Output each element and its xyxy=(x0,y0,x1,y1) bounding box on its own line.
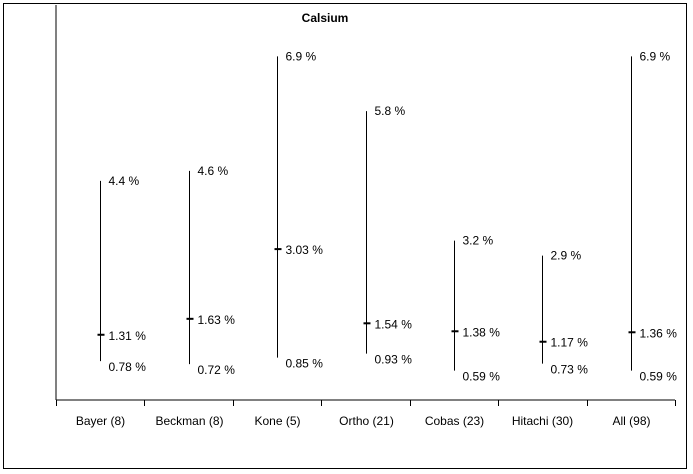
mid-label: 1.54 % xyxy=(375,317,413,331)
min-label: 0.72 % xyxy=(198,363,236,377)
category-labels: Bayer (8) Beckman (8) Kone (5) Ortho (21) Co… xyxy=(76,414,651,428)
mid-label: 1.17 % xyxy=(551,336,589,350)
max-label: 3.2 % xyxy=(463,234,494,248)
mid-label: 1.38 % xyxy=(463,325,501,339)
category-label: All (98) xyxy=(612,414,650,428)
category-label: Hitachi (30) xyxy=(512,414,573,428)
category-label: Cobas (23) xyxy=(425,414,484,428)
category-label: Beckman (8) xyxy=(155,414,223,428)
min-label: 0.85 % xyxy=(286,357,324,371)
min-label: 0.59 % xyxy=(640,370,678,384)
max-label: 4.6 % xyxy=(198,164,229,178)
min-label: 0.93 % xyxy=(375,353,413,367)
min-label: 0.59 % xyxy=(463,370,501,384)
mid-label: 1.31 % xyxy=(109,329,147,343)
max-label: 6.9 % xyxy=(640,49,671,63)
min-label: 0.78 % xyxy=(109,360,147,374)
mid-label: 1.36 % xyxy=(640,326,678,340)
max-label: 5.8 % xyxy=(375,104,406,118)
min-label: 0.73 % xyxy=(551,363,589,377)
category-label: Kone (5) xyxy=(254,414,300,428)
range-bars xyxy=(97,56,636,371)
category-label: Bayer (8) xyxy=(76,414,125,428)
chart-frame xyxy=(3,3,687,469)
max-label: 6.9 % xyxy=(286,49,317,63)
mid-label: 1.63 % xyxy=(198,313,236,327)
data-labels: 4.4 % 1.31 % 0.78 % 4.6 % 1.63 % 0.72 % 6.9 % 3… xyxy=(109,49,678,383)
chart-title: Calsium xyxy=(302,11,349,25)
max-label: 4.4 % xyxy=(109,174,140,188)
mid-label: 3.03 % xyxy=(286,243,324,257)
category-label: Ortho (21) xyxy=(339,414,394,428)
max-label: 2.9 % xyxy=(551,249,582,263)
x-axis-ticks xyxy=(56,400,676,406)
